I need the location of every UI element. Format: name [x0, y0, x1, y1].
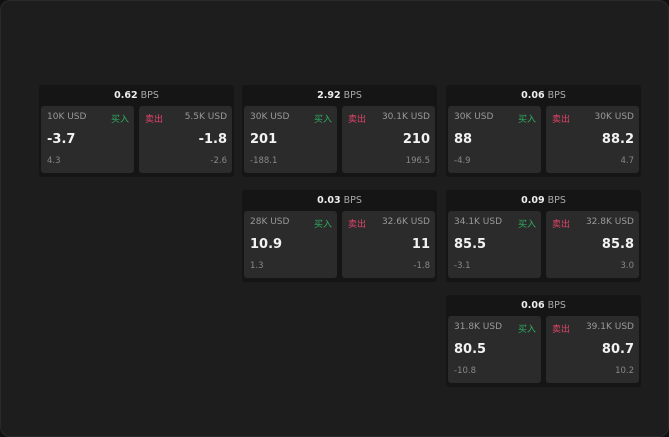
spread-value: 0.03 [317, 195, 341, 206]
buy-panel[interactable]: 34.1K USD 买入 85.5 -3.1 [448, 211, 541, 278]
buy-change: -4.9 [454, 156, 471, 166]
buy-change: -10.8 [454, 366, 476, 376]
buy-panel[interactable]: 30K USD 买入 201 -188.1 [244, 106, 337, 173]
buy-label: 买入 [313, 115, 332, 125]
spread-header: 2.92 BPS [242, 85, 437, 106]
sell-price: 88.2 [601, 132, 634, 147]
sell-size: 30.1K USD [381, 112, 430, 122]
sell-label: 卖出 [348, 115, 367, 125]
spread-unit: BPS [343, 195, 362, 206]
sell-panel[interactable]: 39.1K USD 卖出 80.7 10.2 [546, 316, 639, 383]
sell-size: 39.1K USD [585, 322, 634, 332]
sell-panel[interactable]: 30.1K USD 卖出 210 196.5 [342, 106, 435, 173]
sell-change: -1.8 [413, 261, 430, 271]
sell-change: 3.0 [620, 261, 634, 271]
buy-price: 201 [250, 132, 278, 147]
sell-label: 卖出 [348, 220, 367, 230]
spread-value: 0.09 [521, 195, 545, 206]
buy-label: 买入 [313, 220, 332, 230]
sell-size: 32.8K USD [585, 217, 634, 227]
spread-value: 0.06 [521, 300, 545, 311]
buy-size: 28K USD [250, 217, 290, 227]
spread-unit: BPS [547, 90, 566, 101]
spread-value: 0.62 [114, 90, 138, 101]
spread-unit: BPS [140, 90, 159, 101]
buy-size: 30K USD [454, 112, 494, 122]
buy-price: 80.5 [454, 342, 487, 357]
sell-label: 卖出 [552, 115, 571, 125]
buy-label: 买入 [517, 325, 536, 335]
buy-panel[interactable]: 30K USD 买入 88 -4.9 [448, 106, 541, 173]
sell-panel[interactable]: 5.5K USD 卖出 -1.8 -2.6 [139, 106, 232, 173]
quote-card: 0.06 BPS 31.8K USD 买入 80.5 -10.8 39.1K US… [446, 295, 641, 387]
sell-change: 10.2 [615, 366, 634, 376]
spread-header: 0.62 BPS [39, 85, 234, 106]
spread-unit: BPS [547, 195, 566, 206]
sell-price: -1.8 [198, 132, 227, 147]
spread-header: 0.03 BPS [242, 190, 437, 211]
buy-panel[interactable]: 28K USD 买入 10.9 1.3 [244, 211, 337, 278]
buy-change: -3.1 [454, 261, 471, 271]
spread-header: 0.06 BPS [446, 295, 641, 316]
buy-panel[interactable]: 31.8K USD 买入 80.5 -10.8 [448, 316, 541, 383]
spread-header: 0.09 BPS [446, 190, 641, 211]
quote-card: 2.92 BPS 30K USD 买入 201 -188.1 30.1K USD 卖… [242, 85, 437, 177]
sell-price: 11 [411, 237, 430, 252]
spread-unit: BPS [343, 90, 362, 101]
buy-size: 10K USD [47, 112, 87, 122]
buy-size: 34.1K USD [454, 217, 503, 227]
sell-size: 32.6K USD [381, 217, 430, 227]
sell-label: 卖出 [552, 220, 571, 230]
buy-size: 30K USD [250, 112, 290, 122]
spread-header: 0.06 BPS [446, 85, 641, 106]
buy-change: -188.1 [250, 156, 278, 166]
sell-change: 196.5 [405, 156, 430, 166]
sell-panel[interactable]: 32.6K USD 卖出 11 -1.8 [342, 211, 435, 278]
buy-change: 4.3 [47, 156, 61, 166]
quote-card: 0.09 BPS 34.1K USD 买入 85.5 -3.1 32.8K USD… [446, 190, 641, 282]
spread-unit: BPS [547, 300, 566, 311]
sell-panel[interactable]: 30K USD 卖出 88.2 4.7 [546, 106, 639, 173]
sell-size: 30K USD [594, 112, 634, 122]
sell-change: -2.6 [210, 156, 227, 166]
spread-value: 0.06 [521, 90, 545, 101]
buy-label: 买入 [110, 115, 129, 125]
quote-card: 0.06 BPS 30K USD 买入 88 -4.9 30K USD 卖出 88.… [446, 85, 641, 177]
quote-card: 0.03 BPS 28K USD 买入 10.9 1.3 32.6K USD 卖出 … [242, 190, 437, 282]
sell-price: 210 [402, 132, 430, 147]
sell-panel[interactable]: 32.8K USD 卖出 85.8 3.0 [546, 211, 639, 278]
sell-size: 5.5K USD [184, 112, 227, 122]
sell-change: 4.7 [620, 156, 634, 166]
buy-panel[interactable]: 10K USD 买入 -3.7 4.3 [41, 106, 134, 173]
sell-label: 卖出 [552, 325, 571, 335]
buy-change: 1.3 [250, 261, 264, 271]
buy-size: 31.8K USD [454, 322, 503, 332]
buy-price: 88 [454, 132, 473, 147]
buy-price: 85.5 [454, 237, 487, 252]
buy-price: 10.9 [250, 237, 283, 252]
sell-label: 卖出 [145, 115, 164, 125]
buy-price: -3.7 [47, 132, 76, 147]
spread-value: 2.92 [317, 90, 341, 101]
buy-label: 买入 [517, 115, 536, 125]
sell-price: 85.8 [601, 237, 634, 252]
quote-card: 0.62 BPS 10K USD 买入 -3.7 4.3 5.5K USD 卖出 -… [39, 85, 234, 177]
sell-price: 80.7 [601, 342, 634, 357]
buy-label: 买入 [517, 220, 536, 230]
